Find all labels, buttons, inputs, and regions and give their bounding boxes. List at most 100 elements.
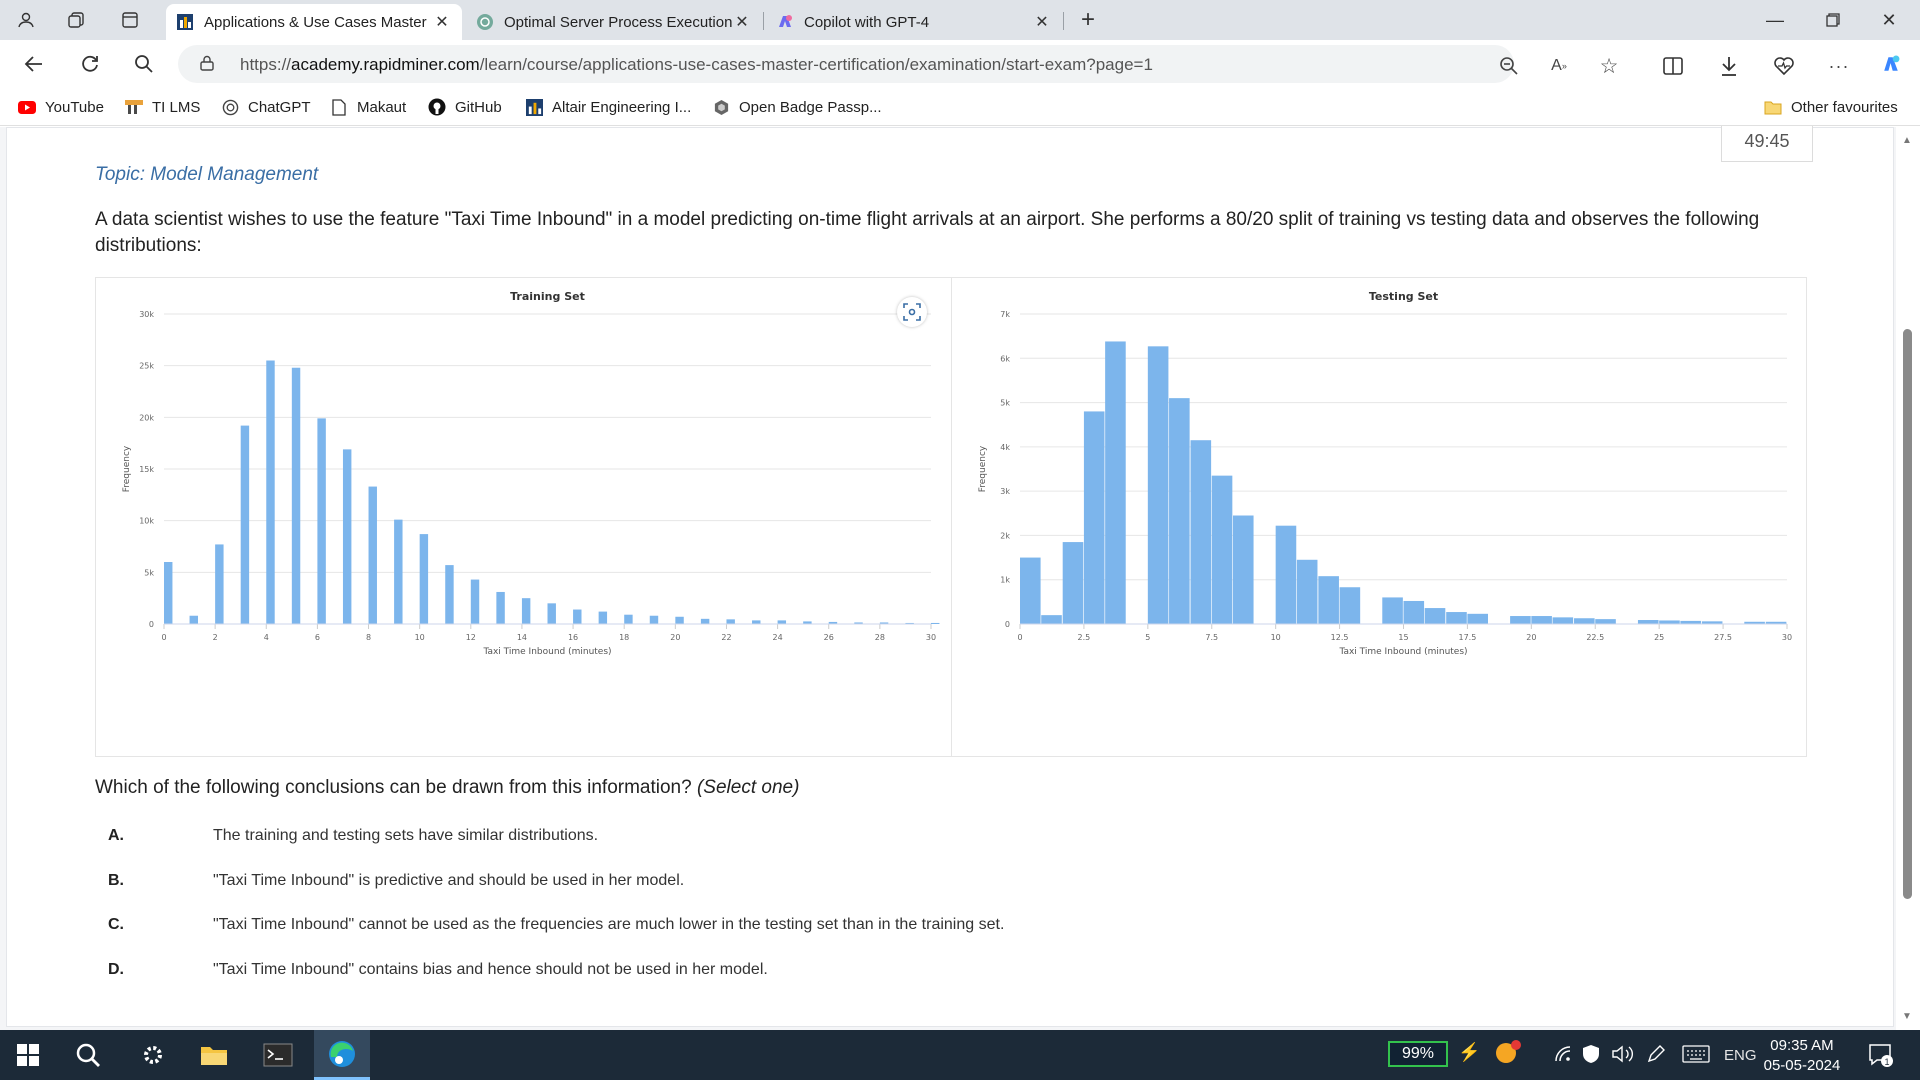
histogram-bar <box>1446 612 1467 624</box>
testing-set-chart: Testing Set 0 1k 2k 3k 4k 5k 6k 7k 0 2.5 5 7.5 10 12.5… <box>978 290 1792 657</box>
answer-option-d[interactable]: D. "Taxi Time Inbound" contains bias and… <box>95 958 1595 988</box>
lock-icon[interactable] <box>200 55 214 71</box>
histogram-bar <box>803 621 812 624</box>
scroll-down-arrow-icon[interactable]: ▼ <box>1902 1011 1912 1022</box>
bookmark-ti-lms[interactable]: TI LMS <box>125 97 200 117</box>
minimize-icon[interactable]: — <box>1766 9 1784 30</box>
more-menu-icon[interactable]: ··· <box>1828 55 1850 76</box>
edge-browser-taskbar-icon[interactable] <box>314 1030 370 1080</box>
y-tick-label: 6k <box>1000 354 1010 363</box>
new-tab-plus-icon[interactable]: + <box>1080 6 1095 33</box>
x-tick-label: 28 <box>875 633 885 642</box>
clock[interactable]: 09:35 AM 05-05-2024 <box>1763 1037 1841 1074</box>
settings-gear-icon[interactable] <box>135 1039 171 1071</box>
close-tab-icon[interactable]: ✕ <box>735 14 749 31</box>
terminal-icon[interactable] <box>260 1039 296 1071</box>
answer-option-c[interactable]: C. "Taxi Time Inbound" cannot be used as… <box>95 913 1595 943</box>
x-tick-label: 18 <box>619 633 629 642</box>
youtube-icon <box>18 99 36 115</box>
x-tick-label: 0 <box>1017 633 1022 642</box>
tab-rapidminer[interactable]: Applications & Use Cases Master ✕ <box>166 4 462 40</box>
y-axis-label: Frequency <box>978 445 988 492</box>
bookmark-makaut[interactable]: Makaut <box>330 97 406 117</box>
histogram-bar <box>1020 557 1041 624</box>
charts-panel: Training Set 0 5k 10k 15k 20k 25k 30k 0 2 4 6 8 10 12 1… <box>95 277 1807 757</box>
battery-indicator[interactable]: 99% <box>1388 1041 1448 1067</box>
y-tick-label: 7k <box>1000 310 1010 319</box>
weather-update-icon[interactable] <box>1494 1039 1522 1069</box>
copilot-favicon-icon <box>779 15 792 27</box>
bookmark-youtube[interactable]: YouTube <box>18 97 104 117</box>
collections-icon[interactable] <box>64 8 88 32</box>
histogram-bar <box>1467 613 1489 624</box>
file-explorer-icon[interactable] <box>196 1039 232 1071</box>
scrollbar-thumb[interactable] <box>1903 329 1912 899</box>
back-icon[interactable] <box>20 50 48 78</box>
search-icon[interactable] <box>70 1039 106 1071</box>
touch-keyboard-icon[interactable] <box>1682 1045 1710 1067</box>
x-tick-label: 5 <box>1145 633 1150 642</box>
tab-title: Optimal Server Process Execution <box>504 13 732 31</box>
histogram-bar <box>931 622 940 624</box>
histogram-bar <box>1169 398 1190 624</box>
answer-option-b[interactable]: B. "Taxi Time Inbound" is predictive and… <box>95 869 1595 899</box>
x-tick-label: 12.5 <box>1331 633 1349 642</box>
bookmark-altair[interactable]: Altair Engineering I... <box>525 97 691 117</box>
histogram-bar <box>317 418 326 624</box>
close-window-icon[interactable]: ✕ <box>1881 9 1897 30</box>
read-aloud-icon[interactable]: A» <box>1551 57 1567 74</box>
tab-actions-icon[interactable] <box>118 8 142 32</box>
search-icon[interactable] <box>130 50 158 78</box>
x-tick-label: 25 <box>1654 633 1664 642</box>
fullscreen-chart-button[interactable] <box>897 297 927 327</box>
notification-icon[interactable]: 1 <box>1868 1042 1894 1072</box>
downloads-icon[interactable] <box>1718 55 1740 77</box>
volume-icon[interactable] <box>1612 1045 1634 1067</box>
close-tab-icon[interactable]: ✕ <box>435 14 449 31</box>
exam-timer: 49:45 <box>1721 126 1813 162</box>
split-screen-icon[interactable] <box>1662 55 1684 77</box>
url-text: https://academy.rapidminer.com/learn/cou… <box>240 55 1153 74</box>
page-scrollbar[interactable]: ▲ ▼ <box>1896 127 1920 1030</box>
performance-heart-icon[interactable] <box>1773 55 1795 77</box>
bookmark-chatgpt[interactable]: ChatGPT <box>221 97 311 117</box>
y-tick-label: 10k <box>139 517 154 526</box>
x-tick-label: 15 <box>1398 633 1408 642</box>
altair-icon <box>525 98 543 116</box>
option-text: The training and testing sets have simil… <box>213 827 599 844</box>
histogram-bar <box>1510 616 1531 624</box>
address-bar[interactable]: https://academy.rapidminer.com/learn/cou… <box>178 45 1514 83</box>
tab-copilot[interactable]: Copilot with GPT-4 ✕ <box>766 4 1062 40</box>
select-prompt: Which of the following conclusions can b… <box>95 777 800 798</box>
bookmark-github[interactable]: GitHub <box>428 97 502 117</box>
language-indicator[interactable]: ENG <box>1724 1047 1757 1064</box>
bookmark-other-favourites[interactable]: Other favourites <box>1764 97 1898 117</box>
x-tick-label: 2 <box>213 633 218 642</box>
option-text: "Taxi Time Inbound" is predictive and sh… <box>213 872 685 889</box>
histogram-bar <box>1531 616 1552 624</box>
histogram-bar <box>1637 620 1659 624</box>
histogram-bar <box>342 449 352 624</box>
answer-option-a[interactable]: A. The training and testing sets have si… <box>95 824 1595 854</box>
copilot-icon[interactable] <box>1880 53 1902 75</box>
shield-icon[interactable] <box>1582 1044 1600 1068</box>
zoom-icon[interactable] <box>1498 55 1520 77</box>
chart-title: Testing Set <box>1369 290 1438 303</box>
y-tick-label: 1k <box>1000 576 1010 585</box>
windows-start-icon[interactable] <box>10 1039 46 1071</box>
refresh-icon[interactable] <box>76 50 104 78</box>
scroll-up-arrow-icon[interactable]: ▲ <box>1902 135 1912 146</box>
pen-icon[interactable] <box>1646 1044 1666 1068</box>
histogram-bar <box>1744 621 1765 624</box>
close-tab-icon[interactable]: ✕ <box>1035 14 1049 31</box>
restore-icon[interactable] <box>1810 6 1856 34</box>
favorite-star-icon[interactable]: ☆ <box>1599 54 1619 78</box>
histogram-bar <box>1339 587 1361 624</box>
tab-optimal-server[interactable]: Optimal Server Process Execution ✕ <box>466 4 762 40</box>
bookmark-open-badge[interactable]: Open Badge Passp... <box>712 97 882 117</box>
profile-icon[interactable] <box>14 8 38 32</box>
histogram-bar <box>496 591 505 624</box>
wifi-icon[interactable] <box>1554 1046 1572 1066</box>
x-tick-label: 10 <box>1271 633 1281 642</box>
histogram-bar <box>777 620 787 624</box>
